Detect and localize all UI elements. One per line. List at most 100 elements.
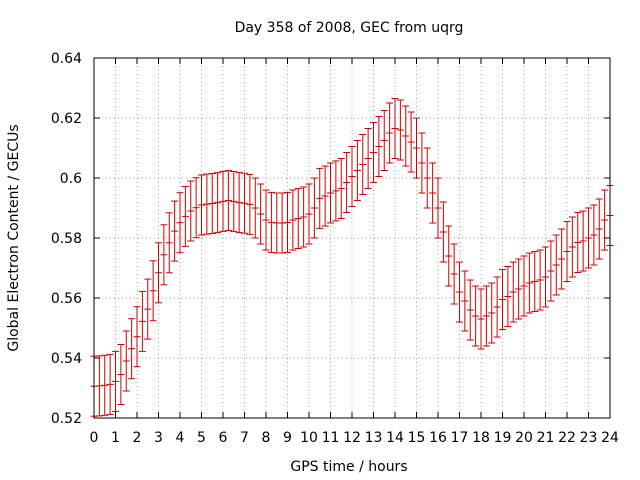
x-tick-label: 3 <box>154 430 163 446</box>
x-tick-label: 23 <box>580 430 598 446</box>
error-bar <box>241 172 248 234</box>
y-tick-label: 0.62 <box>51 111 82 127</box>
x-tick-label: 0 <box>90 430 99 446</box>
error-bar <box>439 201 447 263</box>
error-bar <box>488 282 496 344</box>
x-tick-label: 5 <box>197 430 206 446</box>
error-bar <box>525 252 533 314</box>
error-bar <box>246 173 254 235</box>
error-bar <box>396 99 404 161</box>
error-bar <box>95 355 103 417</box>
error-bar <box>601 189 609 251</box>
error-bar <box>262 189 270 251</box>
error-bar <box>149 260 157 322</box>
error-bar <box>337 158 345 219</box>
grid <box>94 58 610 418</box>
error-bar <box>181 185 189 247</box>
y-tick-label: 0.56 <box>51 291 82 307</box>
error-bar <box>198 174 205 236</box>
error-bar <box>364 128 372 189</box>
error-bar <box>348 146 356 207</box>
error-bar <box>375 116 383 177</box>
error-bar <box>359 134 367 195</box>
x-tick-label: 19 <box>494 430 512 446</box>
y-tick-label: 0.64 <box>51 51 82 67</box>
error-bar <box>563 221 571 282</box>
error-bar <box>289 189 297 251</box>
chart-title: Day 358 of 2008, GEC from uqrg <box>235 20 464 36</box>
error-bar <box>122 330 130 392</box>
error-bar <box>445 225 453 287</box>
error-bar <box>267 191 275 253</box>
error-bar <box>208 173 216 234</box>
error-bar <box>466 279 474 341</box>
error-bar <box>138 290 146 352</box>
error-bar <box>192 177 200 239</box>
x-tick-label: 22 <box>558 430 576 446</box>
error-bar <box>332 160 340 222</box>
axis-ticks <box>93 57 611 419</box>
error-bar <box>284 191 291 253</box>
error-bar <box>477 288 485 350</box>
error-bar <box>509 261 517 323</box>
error-bar <box>128 318 136 380</box>
x-tick-label: 24 <box>601 430 619 446</box>
error-bar <box>160 224 168 286</box>
x-tick-label: 2 <box>133 430 142 446</box>
error-bar <box>117 344 125 405</box>
error-bar <box>391 98 399 159</box>
error-bar <box>547 240 555 302</box>
error-bar <box>353 140 361 201</box>
error-bar <box>380 110 388 171</box>
error-bar <box>579 210 587 272</box>
error-bar <box>370 122 377 183</box>
error-bar <box>300 186 308 248</box>
error-bar <box>251 177 259 239</box>
error-bar <box>112 350 119 412</box>
error-bar <box>423 147 431 209</box>
error-bar <box>386 102 394 164</box>
error-bar <box>203 173 211 235</box>
error-bar <box>536 249 544 311</box>
y-tick-label: 0.52 <box>51 411 82 427</box>
error-bar <box>133 306 141 368</box>
error-bar <box>187 180 195 242</box>
error-bar <box>429 162 437 224</box>
y-tick-label: 0.58 <box>51 231 82 247</box>
y-tick-label: 0.54 <box>51 351 82 367</box>
error-bar <box>176 192 184 254</box>
error-bar <box>407 111 415 173</box>
x-tick-label: 13 <box>365 430 383 446</box>
x-tick-label: 14 <box>386 430 404 446</box>
x-tick-label: 6 <box>219 430 228 446</box>
error-bar <box>434 177 442 239</box>
x-tick-label: 11 <box>322 430 340 446</box>
error-bar <box>257 183 265 245</box>
error-bar <box>171 200 179 262</box>
error-bar <box>472 285 480 347</box>
error-bar <box>310 177 318 239</box>
x-tick-label: 15 <box>408 430 426 446</box>
error-bar <box>413 117 420 179</box>
error-bar <box>343 152 351 213</box>
x-tick-label: 4 <box>176 430 185 446</box>
error-bar <box>214 172 222 234</box>
x-tick-label: 17 <box>451 430 469 446</box>
error-bar <box>144 278 152 340</box>
error-bar <box>568 216 576 278</box>
error-bar <box>504 266 512 327</box>
error-bar <box>321 165 329 227</box>
error-bar <box>402 105 410 167</box>
error-bar <box>106 353 114 415</box>
error-bar <box>327 162 334 224</box>
error-bar <box>493 276 501 338</box>
x-tick-label: 20 <box>515 430 533 446</box>
error-bar <box>515 258 523 320</box>
y-axis-label: Global Electron Content / GECUs <box>6 124 22 351</box>
error-bar <box>574 212 582 273</box>
error-bar <box>165 212 173 274</box>
error-bar <box>520 255 528 317</box>
error-bar <box>294 188 302 249</box>
error-bar <box>558 228 566 290</box>
x-tick-label: 10 <box>300 430 318 446</box>
